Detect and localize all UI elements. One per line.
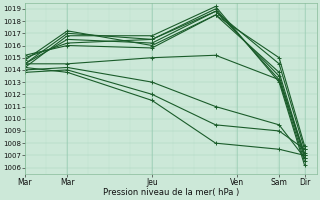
X-axis label: Pression niveau de la mer( hPa ): Pression niveau de la mer( hPa ): [103, 188, 239, 197]
